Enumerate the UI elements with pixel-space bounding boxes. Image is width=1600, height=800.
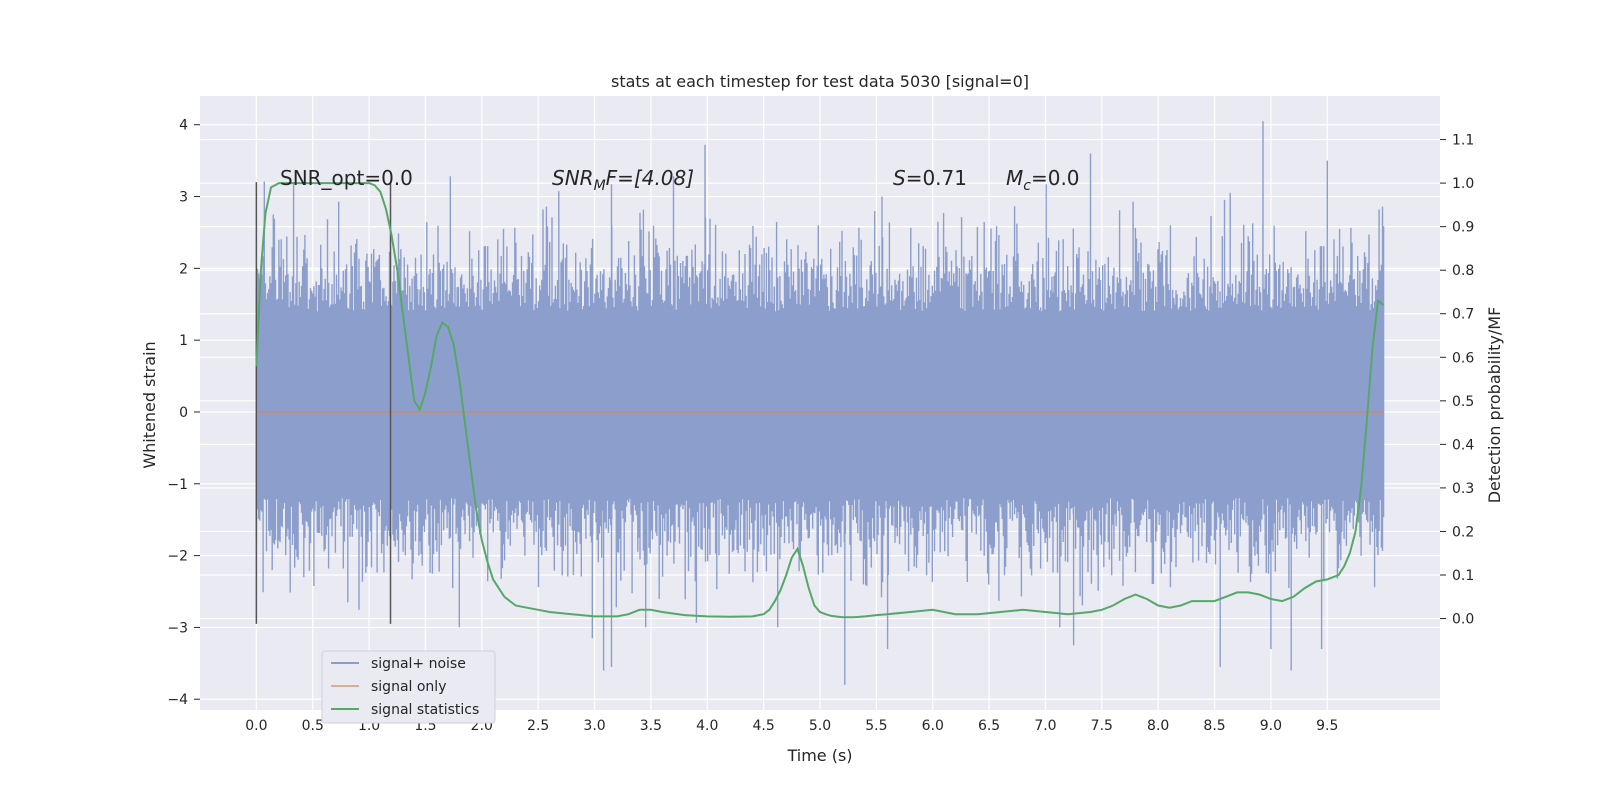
- x-tick-label: 6.0: [922, 718, 944, 734]
- legend-label-signal-noise: signal+ noise: [371, 656, 466, 672]
- y-right-axis-title: Detection probability/MF: [1485, 307, 1504, 504]
- y-right-tick-label: 0.0: [1452, 612, 1474, 628]
- y-right-tick-label: 0.1: [1452, 568, 1474, 584]
- signal-statistics-series: [255, 182, 1385, 619]
- y-right-tick-label: 0.9: [1452, 220, 1474, 236]
- x-tick-label: 9.5: [1316, 718, 1338, 734]
- y-right-tick-label: 1.1: [1452, 133, 1474, 149]
- y-left-tick-label: 4: [179, 118, 188, 134]
- x-tick-label: 0.5: [302, 718, 324, 734]
- x-tick-label: 4.5: [753, 718, 775, 734]
- y-right-tick-label: 0.2: [1452, 524, 1474, 540]
- y-left-tick-label: 3: [179, 190, 188, 206]
- signal-noise-series: [255, 121, 1385, 685]
- y-left-tick-labels: 4 3 2 1 0 −1 −2 −3 −4: [167, 118, 200, 708]
- legend-label-signal-only: signal only: [371, 679, 446, 695]
- x-tick-label: 7.5: [1091, 718, 1113, 734]
- x-axis-title: Time (s): [786, 746, 852, 765]
- x-tick-label: 6.5: [978, 718, 1000, 734]
- x-tick-label: 8.0: [1147, 718, 1169, 734]
- y-left-axis-title: Whitened strain: [140, 341, 159, 468]
- x-tick-label: 3.5: [640, 718, 662, 734]
- x-tick-label: 2.5: [527, 718, 549, 734]
- y-right-tick-label: 1.0: [1452, 176, 1474, 192]
- legend-box: [321, 650, 496, 724]
- annotation-mc: Mc=0.0: [1006, 166, 1080, 194]
- y-right-tick-label: 0.3: [1452, 481, 1474, 497]
- y-left-tick-label: −4: [167, 692, 188, 708]
- y-left-tick-label: 1: [179, 333, 188, 349]
- annotation-snr-mf: SNRMF=[4.08]: [552, 166, 694, 194]
- y-right-tick-label: 0.4: [1452, 437, 1474, 453]
- y-left-tick-label: 0: [179, 405, 188, 421]
- legend: signal+ noise signal only signal statist…: [321, 650, 496, 724]
- annotation-snr-opt: SNR_opt=0.0: [280, 166, 413, 190]
- vertical-markers: [255, 182, 392, 624]
- y-left-tick-label: 2: [179, 261, 188, 277]
- legend-label-signal-statistics: signal statistics: [371, 702, 479, 718]
- x-tick-labels: 0.0 0.5 1.0 1.5 2.0 2.5 3.0 3.5 4.0 4.5 5.0 5.5 6.0 6…: [245, 718, 1338, 734]
- y-left-tick-label: −1: [167, 477, 188, 493]
- x-tick-label: 3.0: [583, 718, 605, 734]
- chart-title: stats at each timestep for test data 503…: [611, 72, 1029, 91]
- y-left-tick-label: −3: [167, 620, 188, 636]
- y-right-tick-label: 0.8: [1452, 263, 1474, 279]
- y-right-tick-labels: 1.1 1.0 0.9 0.8 0.7 0.6 0.5 0.4 0.3 0.2 0.1 0.0: [1440, 133, 1474, 628]
- x-tick-label: 5.5: [865, 718, 887, 734]
- y-left-tick-label: −2: [167, 549, 188, 565]
- x-tick-label: 4.0: [696, 718, 718, 734]
- x-tick-label: 5.0: [809, 718, 831, 734]
- x-tick-label: 7.0: [1034, 718, 1056, 734]
- y-right-tick-label: 0.5: [1452, 394, 1474, 410]
- annotation-s: S=0.71: [893, 166, 967, 190]
- x-tick-label: 0.0: [245, 718, 267, 734]
- x-tick-label: 9.0: [1260, 718, 1282, 734]
- y-right-tick-label: 0.7: [1452, 307, 1474, 323]
- x-tick-label: 8.5: [1203, 718, 1225, 734]
- y-right-tick-label: 0.6: [1452, 350, 1474, 366]
